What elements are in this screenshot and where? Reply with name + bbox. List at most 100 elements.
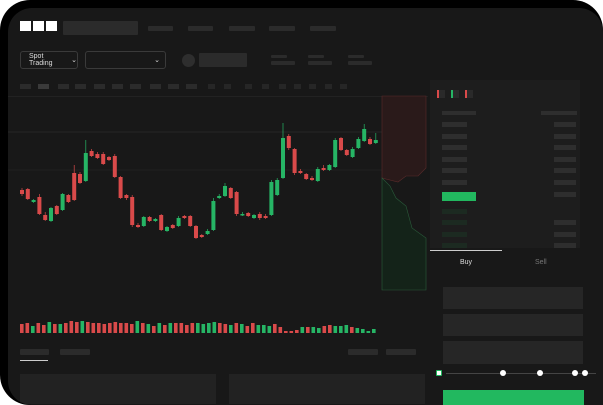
filter-button[interactable] — [386, 349, 416, 355]
search-placeholder[interactable] — [63, 21, 138, 35]
pair-selector[interactable]: ⌄ — [85, 51, 166, 69]
drawing-tool-icon[interactable] — [262, 84, 269, 89]
slider-stop[interactable] — [436, 370, 442, 376]
volume-bar — [339, 326, 343, 333]
drawing-tool-icon[interactable] — [325, 84, 332, 89]
drawing-tool-icon[interactable] — [294, 84, 301, 89]
timeframe-button[interactable] — [75, 84, 86, 89]
candle — [373, 140, 378, 143]
volume-bar — [229, 325, 233, 333]
tab-sell[interactable]: Sell — [535, 259, 547, 266]
market-selector[interactable]: Spot Trading ⌄ — [20, 51, 78, 69]
slider-stop[interactable] — [500, 370, 506, 376]
nav-item[interactable] — [310, 26, 336, 31]
amount-slider[interactable] — [446, 373, 596, 374]
candle — [199, 235, 204, 237]
ask-price — [442, 145, 467, 150]
slider-stop[interactable] — [582, 370, 588, 376]
orderbook-buy-icon[interactable] — [451, 90, 459, 98]
timeframe-button[interactable] — [168, 84, 179, 89]
candle — [112, 156, 117, 177]
drawing-tool-icon[interactable] — [279, 84, 286, 89]
timeframe-button[interactable] — [150, 84, 161, 89]
volume-bar — [366, 331, 371, 333]
volume-bar — [201, 324, 206, 333]
drawing-tool-icon[interactable] — [208, 84, 215, 89]
tab-buy[interactable]: Buy — [460, 259, 473, 266]
chevron-down-icon: ⌄ — [71, 57, 77, 64]
volume-bar — [69, 321, 74, 333]
candle — [95, 154, 100, 158]
drawing-tool-icon[interactable] — [309, 84, 316, 89]
ask-size — [554, 134, 576, 139]
total-input[interactable] — [443, 341, 583, 364]
volume-bar — [47, 322, 52, 333]
candlestick-chart[interactable] — [8, 88, 433, 338]
price-input[interactable] — [443, 287, 583, 309]
tab-order-history[interactable] — [60, 349, 90, 355]
candle — [344, 150, 349, 155]
volume-bar — [295, 330, 299, 333]
amount-input[interactable] — [443, 314, 583, 336]
timeframe-button[interactable] — [20, 84, 31, 89]
candle — [246, 213, 251, 216]
candle — [339, 138, 343, 150]
ask-price — [442, 168, 467, 173]
volume-bar — [163, 325, 167, 333]
slider-stop[interactable] — [572, 370, 578, 376]
volume-bar — [75, 322, 79, 333]
candle — [170, 225, 175, 228]
candle — [228, 188, 233, 198]
volume-bar — [322, 326, 327, 333]
orderbook-both-icon[interactable] — [437, 90, 445, 98]
candle — [240, 214, 245, 216]
drawing-tool-icon[interactable] — [245, 84, 252, 89]
nav-item[interactable] — [269, 26, 295, 31]
candle — [362, 129, 367, 141]
volume-bar — [245, 326, 250, 333]
last-price — [442, 192, 476, 201]
volume-bar — [317, 328, 321, 333]
volume-bar — [333, 326, 338, 333]
filter-button[interactable] — [348, 349, 378, 355]
nav-item[interactable] — [229, 26, 255, 31]
candle — [153, 219, 158, 221]
volume-bar — [146, 324, 151, 333]
ask-price — [442, 122, 467, 127]
volume-bar — [223, 324, 228, 333]
volume-bar — [119, 323, 123, 333]
orderbook-sell-icon[interactable] — [465, 90, 473, 98]
candle — [234, 192, 239, 214]
timeframe-button[interactable] — [58, 84, 69, 89]
volume-bar — [53, 324, 57, 333]
volume-bar — [273, 324, 277, 333]
tab-open-orders[interactable] — [20, 349, 49, 355]
bid-price — [442, 243, 467, 248]
buy-button[interactable] — [443, 390, 584, 405]
volume-bar — [372, 329, 376, 333]
volume-bar — [130, 324, 134, 333]
volume-bar — [196, 323, 200, 333]
timeframe-button[interactable] — [130, 84, 141, 89]
candle — [136, 225, 140, 227]
slider-stop[interactable] — [537, 370, 543, 376]
candle — [286, 136, 291, 148]
candle — [49, 208, 53, 221]
volume-bar — [86, 322, 90, 333]
bid-size — [554, 232, 576, 237]
timeframe-button[interactable] — [186, 84, 197, 89]
timeframe-button[interactable] — [112, 84, 123, 89]
volume-bar — [311, 327, 316, 333]
timeframe-button[interactable] — [38, 84, 49, 89]
drawing-tool-icon[interactable] — [340, 84, 347, 89]
timeframe-button[interactable] — [94, 84, 105, 89]
ask-size — [554, 168, 576, 173]
volume-bar — [157, 323, 162, 333]
drawing-tool-icon[interactable] — [224, 84, 231, 89]
candle — [310, 178, 314, 180]
nav-item[interactable] — [148, 26, 173, 31]
nav-item[interactable] — [188, 26, 213, 31]
bid-price — [442, 220, 467, 225]
orders-panel — [229, 374, 425, 404]
candle — [223, 186, 227, 196]
